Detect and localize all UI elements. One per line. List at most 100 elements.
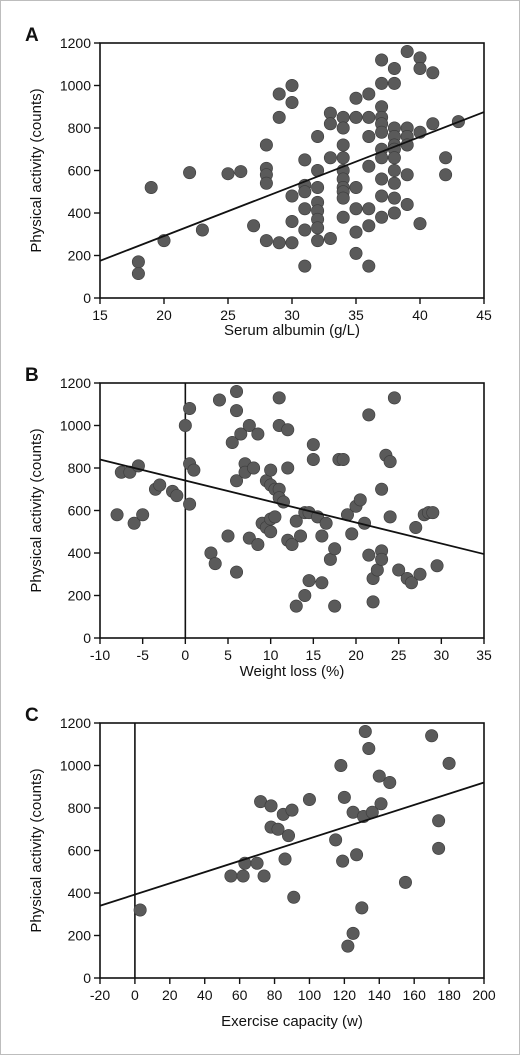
data-point xyxy=(387,391,401,405)
x-tick-label: 80 xyxy=(267,987,283,1003)
data-point xyxy=(281,423,295,437)
data-point xyxy=(311,221,325,235)
data-point xyxy=(392,563,406,577)
data-point xyxy=(287,890,301,904)
data-point xyxy=(349,110,363,124)
data-point xyxy=(298,202,312,216)
data-point xyxy=(298,185,312,199)
data-point xyxy=(341,939,355,953)
data-point xyxy=(133,903,147,917)
regression-line xyxy=(99,458,485,555)
data-point xyxy=(311,181,325,195)
panel-a: A 0 200 400 600 800 1000 1200 15 20 25 30 35 40 45 Seru… xyxy=(25,25,492,339)
data-point xyxy=(362,110,376,124)
data-point xyxy=(425,729,439,743)
data-point xyxy=(366,595,380,609)
data-point xyxy=(251,537,265,551)
data-point xyxy=(334,758,348,772)
data-point xyxy=(298,588,312,602)
data-point xyxy=(285,537,299,551)
x-tick-label: 25 xyxy=(391,647,407,663)
data-point xyxy=(187,463,201,477)
data-point xyxy=(208,557,222,571)
data-point xyxy=(302,574,316,588)
data-point xyxy=(136,508,150,522)
data-point xyxy=(234,165,248,179)
data-point xyxy=(426,117,440,131)
y-tick-label: 800 xyxy=(68,460,92,476)
y-tick-label: 400 xyxy=(68,545,92,561)
data-point xyxy=(221,529,235,543)
data-point xyxy=(426,506,440,520)
data-point xyxy=(298,259,312,273)
y-tick-label: 0 xyxy=(83,970,91,986)
data-point xyxy=(170,489,184,503)
data-point xyxy=(247,219,261,233)
data-point xyxy=(375,552,389,566)
x-tick-label: 20 xyxy=(162,987,178,1003)
data-point xyxy=(178,418,192,432)
data-point xyxy=(306,452,320,466)
y-tick-label: 1000 xyxy=(60,78,91,94)
data-point xyxy=(183,401,197,415)
panel-label: B xyxy=(25,365,39,386)
data-point xyxy=(272,236,286,250)
data-point xyxy=(230,565,244,579)
data-point xyxy=(212,393,226,407)
data-point xyxy=(294,529,308,543)
data-point xyxy=(375,125,389,139)
data-point xyxy=(362,741,376,755)
data-point xyxy=(131,267,145,281)
data-point xyxy=(336,452,350,466)
data-point xyxy=(259,138,273,152)
data-point xyxy=(271,822,285,836)
data-point xyxy=(336,191,350,205)
data-point xyxy=(336,138,350,152)
panel-label: A xyxy=(25,25,39,46)
data-point xyxy=(285,215,299,229)
data-point xyxy=(362,87,376,101)
data-point xyxy=(315,576,329,590)
x-tick-label: 40 xyxy=(197,987,213,1003)
y-tick-label: 800 xyxy=(68,120,92,136)
data-point xyxy=(362,202,376,216)
data-point xyxy=(349,225,363,239)
data-point xyxy=(375,482,389,496)
x-tick-label: 20 xyxy=(348,647,364,663)
x-tick-label: 0 xyxy=(181,647,189,663)
data-point xyxy=(131,255,145,269)
data-point xyxy=(432,814,446,828)
data-point xyxy=(413,61,427,75)
data-point xyxy=(362,408,376,422)
data-point xyxy=(355,901,369,915)
x-tick-label: 10 xyxy=(263,647,279,663)
panel-label: C xyxy=(25,705,39,726)
data-point xyxy=(264,799,278,813)
data-point xyxy=(345,527,359,541)
y-tick-label: 600 xyxy=(68,503,92,519)
y-tick-label: 1200 xyxy=(60,35,91,51)
data-point xyxy=(183,497,197,511)
data-point xyxy=(289,514,303,528)
data-point xyxy=(387,176,401,190)
y-tick-label: 200 xyxy=(68,928,92,944)
data-point xyxy=(298,153,312,167)
data-point xyxy=(302,792,316,806)
panel-b: B 0 200 400 600 800 1000 1200 -10 -5 0 5 10 15 20 25 30 3… xyxy=(25,365,492,680)
y-tick-label: 1000 xyxy=(60,758,91,774)
data-point xyxy=(439,168,453,182)
data-point xyxy=(272,110,286,124)
x-tick-label: 5 xyxy=(224,647,232,663)
x-tick-label: 20 xyxy=(156,307,172,323)
data-point xyxy=(349,181,363,195)
data-point xyxy=(375,172,389,186)
x-tick-label: 0 xyxy=(131,987,139,1003)
data-point xyxy=(153,478,167,492)
y-tick-label: 200 xyxy=(68,588,92,604)
data-point xyxy=(250,856,264,870)
data-point xyxy=(306,438,320,452)
data-point xyxy=(375,210,389,224)
x-tick-label: 100 xyxy=(298,987,322,1003)
data-point xyxy=(346,926,360,940)
data-point xyxy=(349,246,363,260)
